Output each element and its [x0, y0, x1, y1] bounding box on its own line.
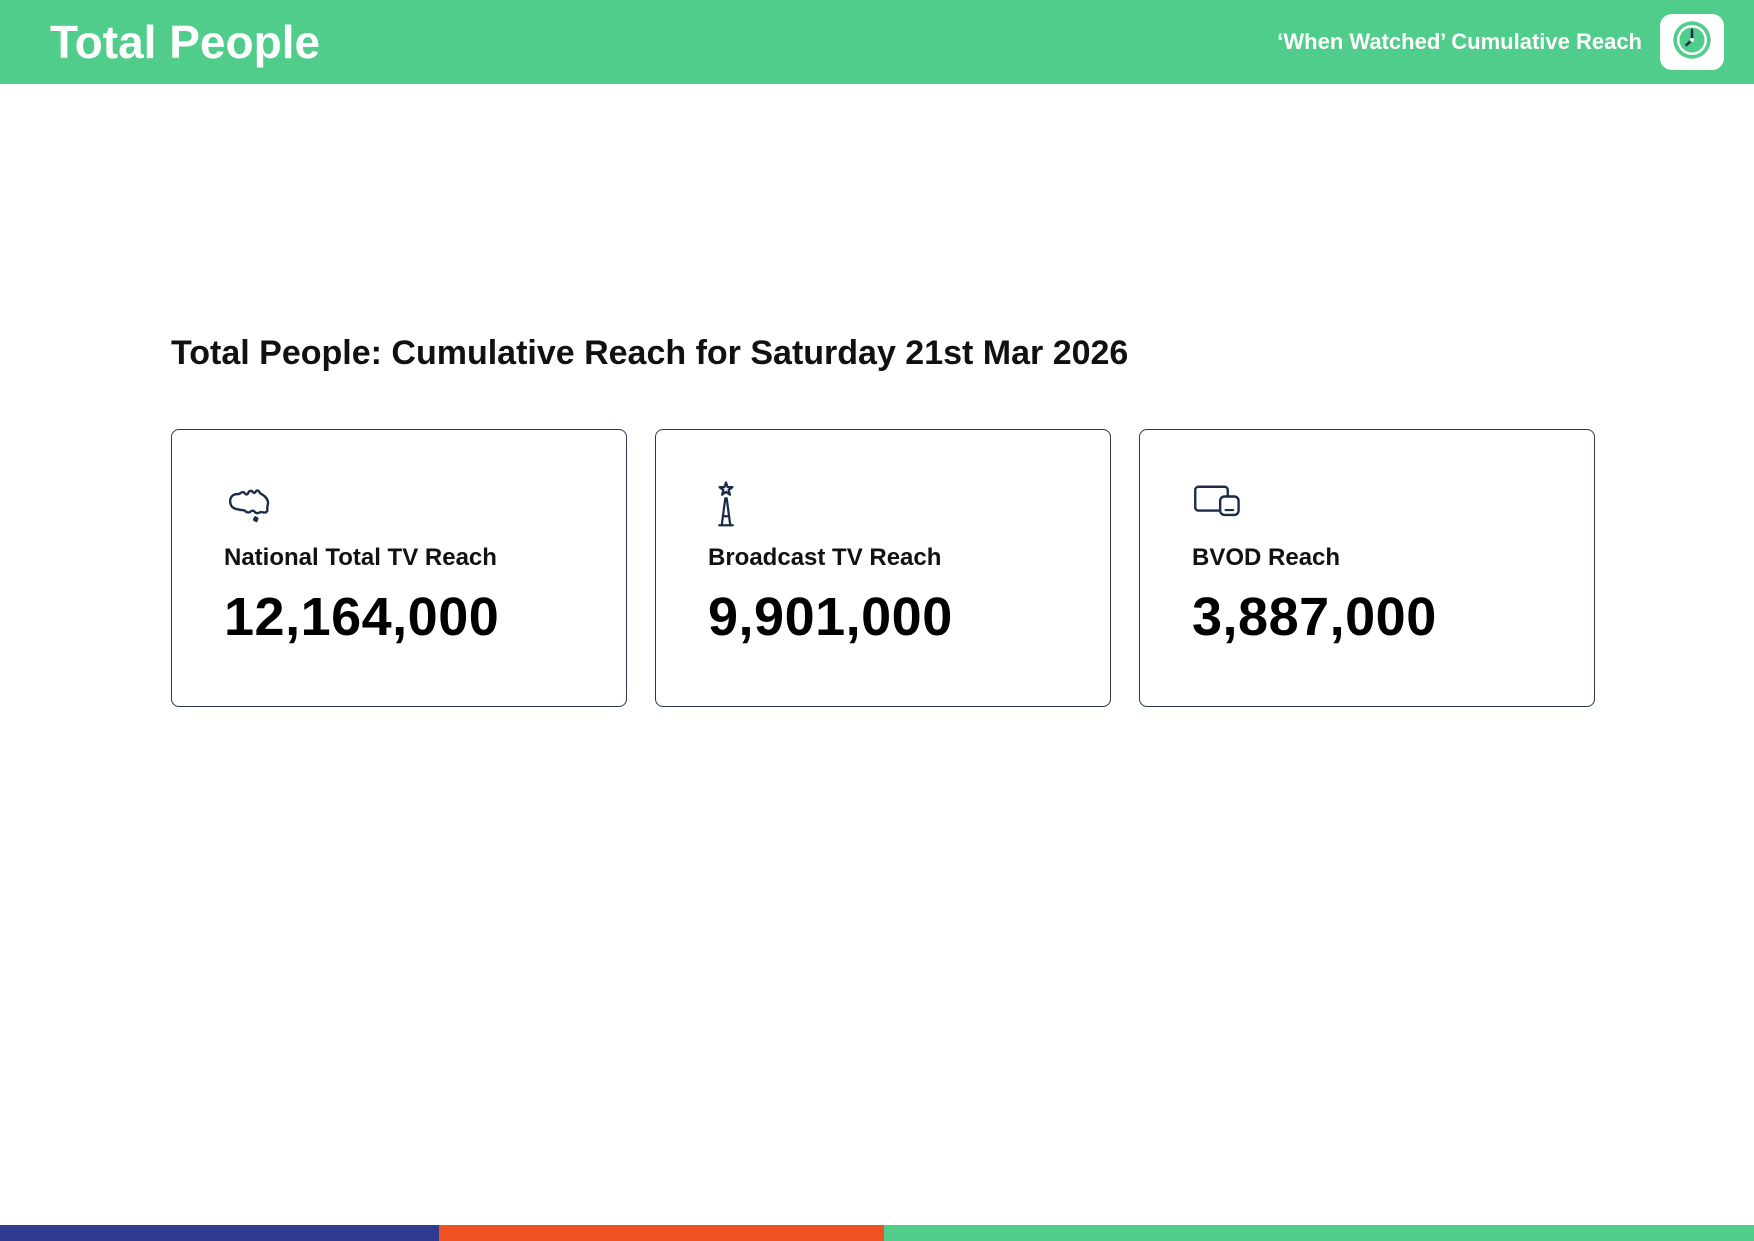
clock-badge: [1660, 14, 1724, 70]
footer-stripe-green: [884, 1225, 1754, 1241]
clock-icon: [1670, 18, 1714, 67]
kpi-value: 3,887,000: [1192, 587, 1437, 647]
devices-icon: [1192, 480, 1566, 530]
kpi-label: Broadcast TV Reach: [708, 544, 942, 571]
kpi-card-national-total-tv: National Total TV Reach 12,164,000: [171, 429, 627, 707]
kpi-card-row: National Total TV Reach 12,164,000 Broad…: [171, 429, 1754, 707]
main-content: Total People: Cumulative Reach for Satur…: [0, 84, 1754, 1225]
australia-map-icon: [224, 480, 598, 530]
kpi-card-bvod: BVOD Reach 3,887,000: [1139, 429, 1595, 707]
kpi-value: 9,901,000: [708, 587, 953, 647]
page-title: Total People: [50, 16, 321, 68]
section-heading: Total People: Cumulative Reach for Satur…: [171, 334, 1129, 372]
broadcast-tower-icon: [708, 480, 1082, 530]
header-right-group: ‘When Watched’ Cumulative Reach: [1277, 14, 1724, 70]
kpi-label: BVOD Reach: [1192, 544, 1341, 571]
kpi-label: National Total TV Reach: [224, 544, 497, 571]
header-bar: Total People ‘When Watched’ Cumulative R…: [0, 0, 1754, 84]
footer-stripe: [0, 1225, 1754, 1241]
footer-stripe-blue: [0, 1225, 439, 1241]
kpi-value: 12,164,000: [224, 587, 500, 647]
header-subtitle: ‘When Watched’ Cumulative Reach: [1277, 29, 1642, 54]
kpi-card-broadcast-tv: Broadcast TV Reach 9,901,000: [655, 429, 1111, 707]
footer-stripe-orange: [438, 1225, 885, 1241]
